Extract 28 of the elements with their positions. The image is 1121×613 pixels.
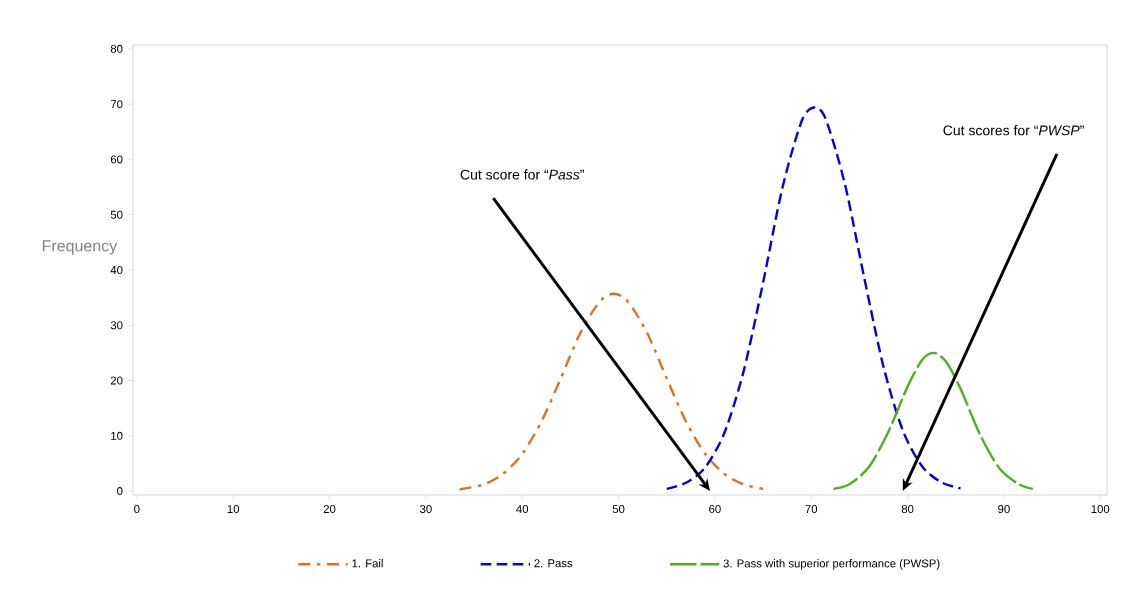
annotation: Cut scores for “PWSP”: [943, 125, 1084, 136]
legend-label: 1. Fail: [352, 559, 383, 568]
y-tick-label: 0: [117, 487, 123, 496]
y-tick-label: 40: [110, 265, 123, 274]
y-tick-label: 50: [110, 210, 123, 219]
legend-label: 3. Pass with superior performance (PWSP): [723, 559, 940, 570]
line-series: [832, 351, 1035, 491]
x-tick-label: 80: [901, 505, 914, 514]
y-tick-label: 10: [111, 431, 123, 440]
y-axis-title: Frequency: [42, 240, 118, 255]
x-tick-label: 10: [227, 505, 240, 514]
y-tick-label: 30: [110, 321, 123, 330]
y-tick-label: 60: [110, 155, 123, 164]
y-tick-label: 20: [110, 376, 123, 385]
x-tick-label: 30: [420, 505, 432, 514]
y-tick-label: 80: [110, 44, 123, 53]
y-tick-label: 70: [110, 100, 123, 109]
x-tick-label: 90: [998, 505, 1010, 514]
x-tick-label: 100: [1091, 505, 1110, 514]
x-tick-label: 50: [612, 505, 625, 514]
x-tick-label: 60: [709, 505, 721, 514]
line-series: [458, 292, 765, 491]
x-tick-label: 70: [805, 505, 818, 514]
annotation: Cut score for “Pass”: [460, 169, 584, 180]
x-tick-label: 0: [134, 505, 140, 514]
legend-label: 2. Pass: [534, 559, 573, 568]
x-tick-label: 40: [516, 505, 529, 514]
x-tick-label: 20: [323, 505, 336, 514]
